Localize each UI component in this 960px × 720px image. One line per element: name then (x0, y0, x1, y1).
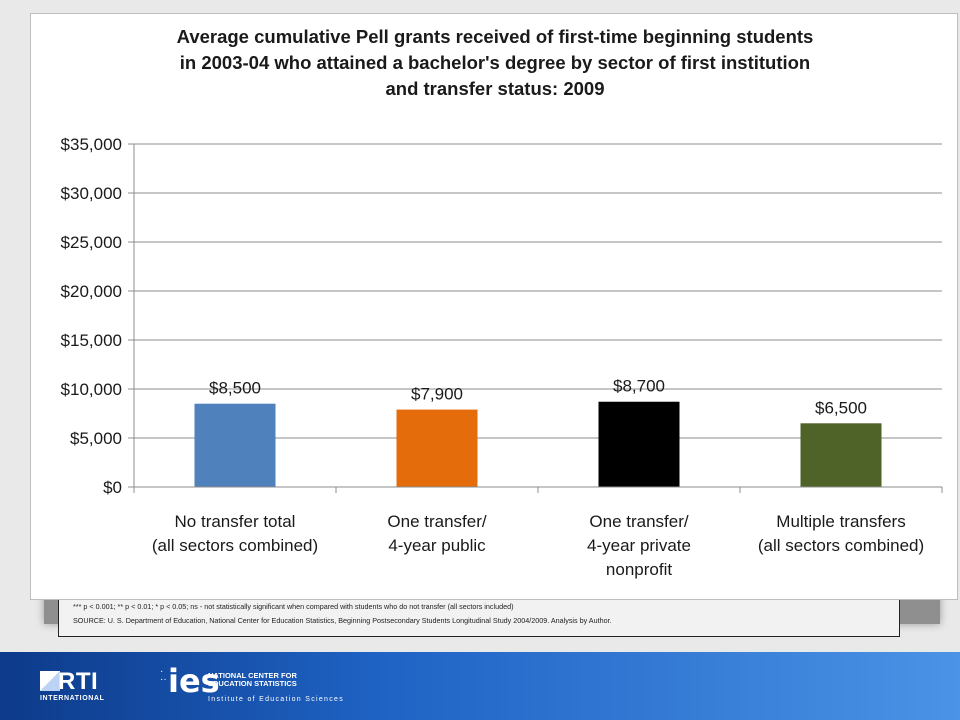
chart-frame (30, 13, 958, 600)
ies-logo-name: ies (168, 662, 220, 700)
source-note: SOURCE: U. S. Department of Education, N… (73, 616, 612, 625)
category-label-line: 4-year private (587, 536, 691, 555)
chart-title-line-1: Average cumulative Pell grants received … (176, 26, 814, 47)
y-tick-label: $20,000 (61, 282, 122, 301)
chart-title-line-2: in 2003-04 who attained a bachelor's deg… (179, 52, 811, 73)
category-label-line: One transfer/ (589, 512, 688, 531)
bar (194, 403, 276, 487)
category-label-line: (all sectors combined) (758, 536, 924, 555)
y-tick-label: $0 (103, 478, 122, 497)
data-labels: $8,500 $7,900 $8,700 $6,500 (209, 377, 867, 418)
data-label: $8,500 (209, 379, 261, 398)
footer-band (0, 652, 960, 720)
ies-logo-dots: · ·· (160, 666, 167, 685)
category-label: Multiple transfers (all sectors combined) (758, 512, 924, 555)
data-label: $6,500 (815, 398, 867, 417)
bar (396, 409, 478, 487)
axes (133, 144, 943, 493)
category-label: One transfer/4-year public (387, 512, 486, 555)
y-tick-label: $25,000 (61, 233, 122, 252)
data-label: $8,700 (613, 377, 665, 396)
y-tick-label: $5,000 (70, 429, 122, 448)
category-label-line: No transfer total (175, 512, 296, 531)
significance-note: *** p < 0.001; ** p < 0.01; * p < 0.05; … (73, 602, 514, 611)
rti-logo-mark (40, 671, 60, 691)
bar (800, 423, 882, 487)
y-tick-label: $35,000 (61, 135, 122, 154)
y-tick-label: $30,000 (61, 184, 122, 203)
y-axis-ticks: $0 $5,000 $10,000 $15,000 $20,000 $25,000 $30,… (61, 135, 134, 497)
category-label: No transfer total (all sectors combined) (152, 512, 318, 555)
rti-logo: RTI INTERNATIONAL (40, 668, 130, 708)
chart-title-line-3: and transfer status: 2009 (385, 78, 605, 99)
ies-logo: · ·· ies NATIONAL CENTER FOR EDUCATION ST… (160, 662, 343, 710)
category-label-line: Multiple transfers (776, 512, 905, 531)
ies-logo-subtitle: Institute of Education Sciences (208, 696, 345, 703)
bars (194, 401, 882, 487)
y-tick-label: $15,000 (61, 331, 122, 350)
category-label-line: (all sectors combined) (152, 536, 318, 555)
ies-logo-center-name: NATIONAL CENTER FOR EDUCATION STATISTICS (208, 671, 297, 688)
chart-title: Average cumulative Pell grants received … (100, 24, 890, 102)
rti-logo-name: RTI (58, 668, 99, 695)
bar (598, 401, 680, 487)
category-label: One transfer/4-year private nonprofit (587, 512, 691, 579)
y-tick-label: $10,000 (61, 380, 122, 399)
category-label-line: One transfer/ (387, 512, 486, 531)
data-label: $7,900 (411, 385, 463, 404)
rti-logo-subtitle: INTERNATIONAL (40, 695, 105, 702)
category-label-line: 4-year public (388, 536, 486, 555)
category-labels: No transfer total (all sectors combined) O… (152, 512, 924, 579)
category-label-line: nonprofit (606, 560, 672, 579)
